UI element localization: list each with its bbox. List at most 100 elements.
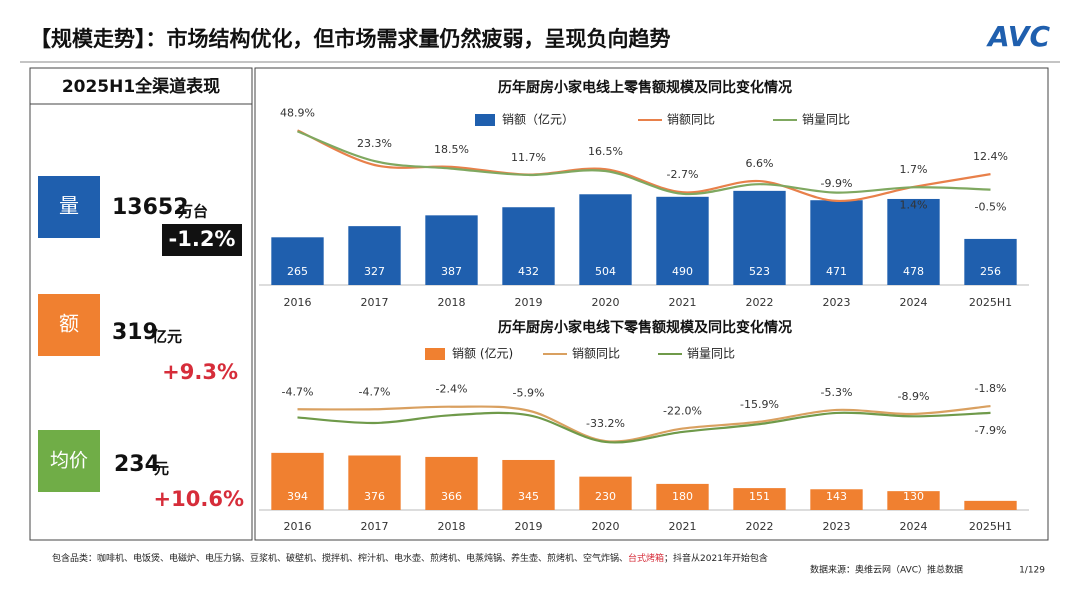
line-value-label: -4.7%: [282, 385, 314, 398]
chart-title: 历年厨房小家电线上零售额规模及同比变化情况: [498, 79, 792, 96]
page-number: 1/129: [1019, 566, 1045, 576]
bar-value-label: 130: [903, 490, 924, 503]
x-tick-label: 2018: [438, 520, 466, 533]
line-value-label: -2.4%: [436, 383, 468, 396]
metric-unit: 万台: [177, 203, 208, 221]
bar-value-label: 376: [364, 490, 385, 503]
metric-unit: 亿元: [152, 328, 182, 346]
line-value-label: 1.4%: [900, 198, 928, 211]
x-tick-label: 2019: [515, 296, 543, 309]
bar-value-label: 478: [903, 265, 924, 278]
bar: [271, 237, 324, 285]
bar: [579, 194, 632, 285]
metric-value: 234: [114, 452, 160, 477]
bar: [348, 226, 401, 285]
bar: [887, 198, 940, 285]
line-value-label: -5.3%: [821, 386, 853, 399]
legend-label: 销额同比: [572, 347, 620, 361]
x-tick-label: 2020: [592, 296, 620, 309]
x-tick-label: 2025H1: [969, 296, 1012, 309]
bar: [502, 459, 555, 510]
bar: [887, 491, 940, 510]
line-value-label: -15.9%: [740, 398, 779, 411]
source: 数据来源：奥维云网（AVC）推总数据: [810, 564, 963, 576]
line: [297, 129, 991, 202]
bar-value-label: 230: [595, 490, 616, 503]
x-tick-label: 2024: [900, 520, 928, 533]
bar-value-label: 63: [984, 490, 998, 503]
line-value-label: -33.2%: [586, 417, 625, 430]
line-value-label: -9.9%: [821, 177, 853, 190]
bar: [579, 476, 632, 510]
line-value-label: -1.8%: [975, 382, 1007, 395]
bar: [733, 190, 786, 285]
line-value-label: 48.9%: [280, 106, 315, 119]
line-value-label: -8.9%: [898, 390, 930, 403]
bar-value-label: 151: [749, 490, 770, 503]
line-value-label: -22.0%: [663, 405, 702, 418]
bar-value-label: 471: [826, 265, 847, 278]
x-tick-label: 2022: [746, 296, 774, 309]
bar: [656, 196, 709, 285]
line: [297, 130, 991, 196]
bar-value-label: 327: [364, 265, 385, 278]
note-part: ；抖音从2021年开始包含: [664, 552, 768, 564]
bar-value-label: 256: [980, 265, 1001, 278]
metric-unit: 元: [154, 460, 169, 478]
bar: [810, 200, 863, 285]
bar: [964, 500, 1017, 510]
bar: [425, 456, 478, 510]
bar-value-label: 387: [441, 265, 462, 278]
line-value-label: -4.7%: [359, 385, 391, 398]
chart-title: 历年厨房小家电线下零售额规模及同比变化情况: [498, 319, 792, 336]
footer-note: 包含品类：咖啡机、电饭煲、电磁炉、电压力锅、豆浆机、破壁机、搅拌机、榨汁机、电水…: [52, 552, 768, 564]
bar-value-label: 490: [672, 265, 693, 278]
note-part: 包含品类：咖啡机、电饭煲、电磁炉、电压力锅、豆浆机、破壁机、搅拌机、榨汁机、电水…: [52, 552, 628, 564]
line-value-label: -7.9%: [975, 424, 1007, 437]
bar-value-label: 394: [287, 490, 308, 503]
change-box: [162, 224, 242, 256]
legend-label: 销额（亿元）: [502, 112, 574, 127]
line-value-label: 11.7%: [511, 151, 546, 164]
x-tick-label: 2016: [284, 520, 312, 533]
bar: [502, 207, 555, 285]
x-tick-label: 2022: [746, 520, 774, 533]
metric-box: [38, 294, 100, 356]
x-tick-label: 2024: [900, 296, 928, 309]
x-tick-label: 2017: [361, 520, 389, 533]
line-value-label: 23.3%: [357, 137, 392, 150]
summary-panel: [29, 67, 253, 541]
legend-swatch: [425, 348, 445, 360]
x-tick-label: 2023: [823, 296, 851, 309]
x-tick-label: 2018: [438, 296, 466, 309]
metric-label: 均价: [50, 450, 88, 472]
x-tick-label: 2019: [515, 520, 543, 533]
line-value-label: -0.5%: [975, 201, 1007, 214]
metric-label: 额: [59, 312, 79, 336]
line-value-label: 1.7%: [900, 163, 928, 176]
bar-value-label: 345: [518, 490, 539, 503]
line: [297, 404, 991, 443]
legend-label: 销额 (亿元): [452, 346, 513, 361]
metric-value: 319: [112, 320, 158, 345]
bar-value-label: 432: [518, 265, 539, 278]
bar-value-label: 504: [595, 265, 616, 278]
x-tick-label: 2023: [823, 520, 851, 533]
summary-title: 2025H1全渠道表现: [62, 76, 220, 97]
logo: AVC: [986, 20, 1050, 53]
bar: [271, 452, 324, 510]
x-tick-label: 2021: [669, 296, 697, 309]
metric-change: +10.6%: [154, 487, 244, 511]
bar: [348, 455, 401, 510]
line-value-label: 12.4%: [973, 150, 1008, 163]
slide-title: 【规模走势】：市场结构优化，但市场需求量仍然疲弱，呈现负向趋势: [30, 27, 671, 51]
bar-value-label: 143: [826, 490, 847, 503]
bar-value-label: 366: [441, 490, 462, 503]
chart-panel: [254, 67, 1049, 541]
bar: [964, 238, 1017, 285]
bar-value-label: 523: [749, 265, 770, 278]
x-tick-label: 2025H1: [969, 520, 1012, 533]
line-value-label: -2.7%: [667, 168, 699, 181]
note-highlight: 台式烤箱: [628, 552, 664, 564]
bar: [810, 489, 863, 510]
